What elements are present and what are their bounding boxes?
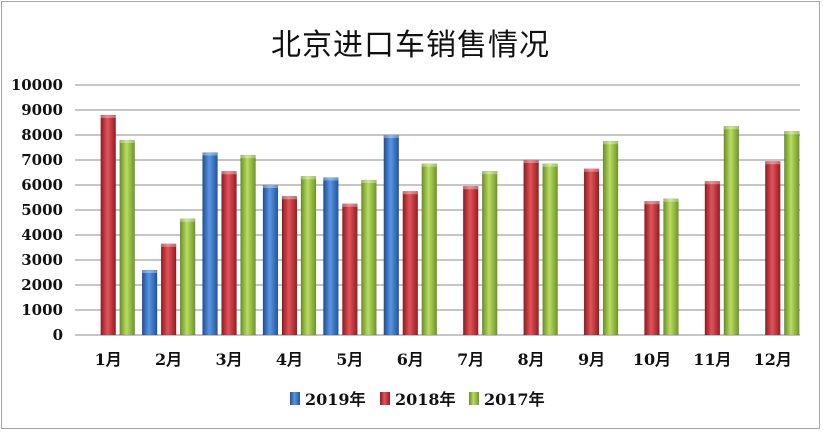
bar xyxy=(523,159,539,336)
x-tick-label: 8月 xyxy=(518,350,545,369)
bar xyxy=(202,152,218,336)
chart-title: 北京进口车销售情况 xyxy=(271,28,550,63)
bar xyxy=(262,184,279,336)
bar xyxy=(765,161,781,336)
bar-highlight xyxy=(383,135,399,138)
bar xyxy=(361,179,377,336)
legend-label: 2019年 xyxy=(305,390,366,409)
y-tick-label: 5000 xyxy=(21,201,63,219)
y-tick-label: 2000 xyxy=(21,276,63,294)
bar xyxy=(281,196,298,336)
bar xyxy=(723,126,740,336)
x-tick-label: 11月 xyxy=(693,350,731,369)
bar xyxy=(240,154,256,336)
bar-highlight xyxy=(361,180,377,183)
bar-highlight xyxy=(240,155,256,158)
bar xyxy=(160,243,177,336)
bar-highlight xyxy=(723,126,739,130)
legend-swatch xyxy=(469,392,479,405)
bar xyxy=(402,191,419,336)
y-tick-label: 6000 xyxy=(21,176,63,194)
y-tick-label: 8000 xyxy=(21,126,63,144)
legend-label: 2018年 xyxy=(395,390,456,409)
bar-highlight xyxy=(663,198,679,202)
bar xyxy=(644,201,660,336)
bar-highlight xyxy=(262,185,278,188)
bar xyxy=(119,139,135,336)
bar xyxy=(300,176,317,336)
bar-highlight xyxy=(584,168,600,172)
y-tick-label: 0 xyxy=(53,326,63,344)
y-tick-label: 7000 xyxy=(21,151,63,169)
legend-label: 2017年 xyxy=(484,390,545,409)
x-tick-label: 10月 xyxy=(633,350,671,369)
bar xyxy=(141,269,158,336)
y-tick-label: 3000 xyxy=(21,251,63,269)
x-tick-label: 12月 xyxy=(754,350,792,369)
bar-highlight xyxy=(542,163,558,167)
x-tick-label: 6月 xyxy=(397,350,424,369)
bar xyxy=(221,171,237,336)
bar-highlight xyxy=(221,171,237,175)
x-tick-label: 3月 xyxy=(215,350,242,369)
bar-highlight xyxy=(202,152,218,156)
bar-highlight xyxy=(100,115,116,118)
bar xyxy=(481,171,498,336)
bar xyxy=(462,186,479,336)
y-tick-label: 1000 xyxy=(21,301,63,319)
bar xyxy=(421,163,438,336)
bar-highlight xyxy=(119,140,135,143)
y-tick-label: 4000 xyxy=(21,226,63,244)
bar-highlight xyxy=(603,141,619,145)
bar-highlight xyxy=(161,243,177,247)
bar xyxy=(323,177,339,336)
bar-highlight xyxy=(523,160,539,163)
bar-highlight xyxy=(784,131,800,135)
legend-swatch xyxy=(380,392,390,405)
bar xyxy=(704,181,721,336)
bar-highlight xyxy=(463,186,479,190)
bar-highlight xyxy=(644,201,660,205)
bar xyxy=(542,163,558,336)
bar xyxy=(342,203,358,336)
bar xyxy=(179,218,196,336)
bar xyxy=(602,141,619,336)
x-tick-label: 1月 xyxy=(95,350,122,369)
bar-highlight xyxy=(180,218,196,222)
bar-highlight xyxy=(402,191,418,195)
bar xyxy=(583,168,600,336)
bar xyxy=(663,198,679,336)
y-tick-label: 9000 xyxy=(21,101,63,119)
x-tick-label: 9月 xyxy=(578,350,605,369)
x-tick-label: 2月 xyxy=(155,350,182,369)
x-tick-label: 7月 xyxy=(457,350,484,369)
x-tick-label: 4月 xyxy=(276,350,303,369)
bar xyxy=(784,131,800,336)
bar-highlight xyxy=(142,270,158,273)
bar-highlight xyxy=(704,181,720,185)
bar xyxy=(383,134,400,336)
bar-highlight xyxy=(300,176,316,180)
bar xyxy=(100,114,116,336)
y-tick-label: 10000 xyxy=(11,76,63,94)
bar-highlight xyxy=(765,161,781,165)
bar-highlight xyxy=(482,171,498,175)
legend-swatch xyxy=(290,392,300,405)
bar-highlight xyxy=(342,203,358,207)
bar-highlight xyxy=(323,177,339,181)
bar-highlight xyxy=(281,196,297,200)
bar-highlight xyxy=(421,163,437,167)
x-tick-label: 5月 xyxy=(336,350,363,369)
